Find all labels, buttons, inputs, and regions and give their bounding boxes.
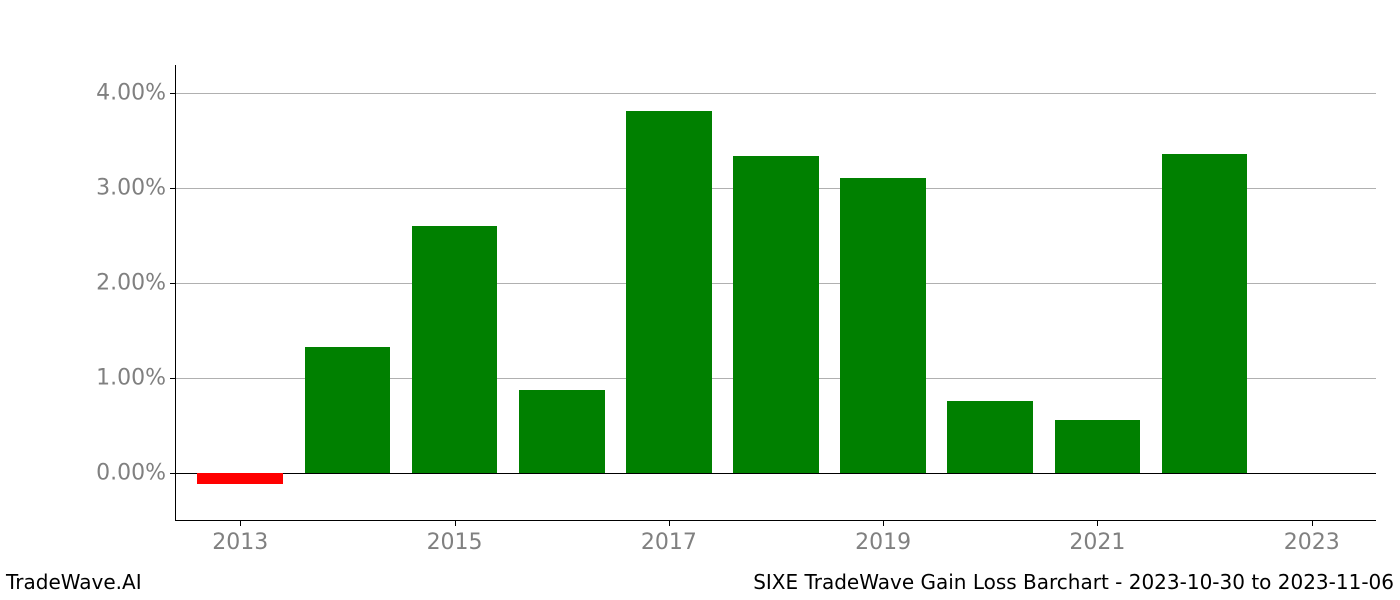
- bar: [197, 473, 283, 484]
- y-tick-label: 0.00%: [96, 460, 166, 485]
- x-tick-label: 2019: [855, 530, 911, 555]
- bar: [947, 401, 1033, 473]
- x-tick-label: 2015: [427, 530, 483, 555]
- y-gridline: [176, 93, 1376, 94]
- x-tick-mark: [1097, 520, 1098, 526]
- y-tick-mark: [170, 283, 176, 284]
- bar: [519, 390, 605, 472]
- bar: [626, 111, 712, 473]
- y-tick-mark: [170, 188, 176, 189]
- bar: [1162, 154, 1248, 473]
- bar: [305, 347, 391, 473]
- x-tick-label: 2013: [212, 530, 268, 555]
- x-tick-mark: [455, 520, 456, 526]
- bar: [1055, 420, 1141, 473]
- bar: [412, 226, 498, 472]
- x-tick-label: 2021: [1069, 530, 1125, 555]
- x-tick-label: 2017: [641, 530, 697, 555]
- x-tick-mark: [1312, 520, 1313, 526]
- y-zero-line: [176, 473, 1376, 474]
- y-tick-label: 4.00%: [96, 81, 166, 106]
- bar: [840, 178, 926, 473]
- y-tick-label: 3.00%: [96, 176, 166, 201]
- x-tick-label: 2023: [1284, 530, 1340, 555]
- footer-brand-text: TradeWave.AI: [6, 570, 142, 594]
- x-tick-mark: [669, 520, 670, 526]
- plot-area: 0.00%1.00%2.00%3.00%4.00%201320152017201…: [175, 65, 1376, 521]
- y-tick-mark: [170, 93, 176, 94]
- y-tick-mark: [170, 378, 176, 379]
- footer-caption-text: SIXE TradeWave Gain Loss Barchart - 2023…: [753, 570, 1394, 594]
- bar: [733, 156, 819, 473]
- y-tick-label: 2.00%: [96, 271, 166, 296]
- x-tick-mark: [883, 520, 884, 526]
- x-tick-mark: [240, 520, 241, 526]
- chart-figure: 0.00% 1.00% 2.00% 3.00% 4.00% 2013 2015 2017 201…: [0, 0, 1400, 600]
- y-tick-label: 1.00%: [96, 365, 166, 390]
